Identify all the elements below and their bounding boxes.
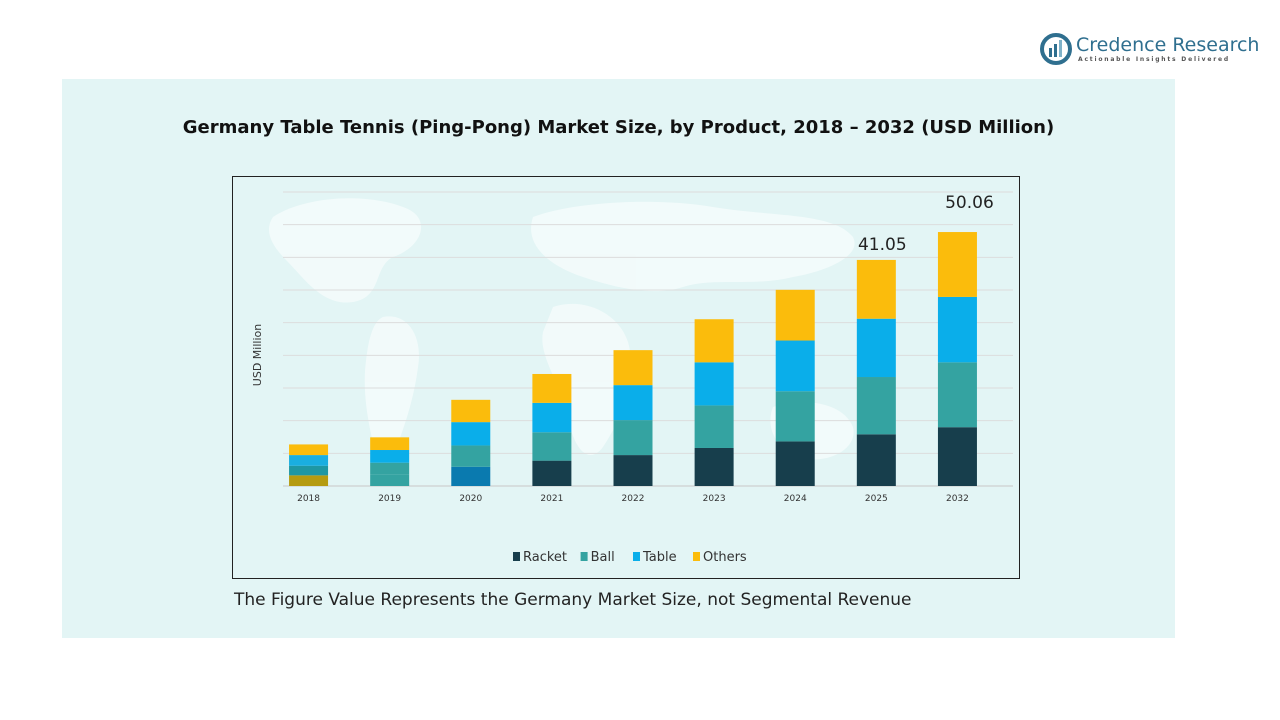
x-tick-label: 2025: [865, 494, 888, 504]
legend-swatch-table: [633, 552, 640, 561]
bar-others-2022: [613, 350, 653, 386]
bar-racket-2020: [451, 466, 491, 486]
bar-ball-2020: [451, 445, 491, 467]
data-label-2032: 50.06: [945, 193, 994, 213]
legend-swatch-others: [693, 552, 700, 561]
bar-others-2025: [856, 259, 896, 319]
bar-others-2018: [289, 444, 329, 456]
bar-others-2024: [775, 289, 815, 341]
x-tick-label: 2021: [540, 494, 563, 504]
bar-table-2024: [775, 340, 815, 392]
bar-ball-2022: [613, 420, 653, 456]
bar-table-2022: [613, 385, 653, 421]
x-tick-label: 2018: [297, 494, 320, 504]
bar-table-2025: [856, 318, 896, 378]
brand-tagline: Actionable Insights Delivered: [1078, 56, 1230, 63]
chart-frame: 2018 2019 2020 2021 2022 2023 2024 2025 2032 41.…: [232, 176, 1020, 579]
bar-table-2018: [289, 455, 329, 466]
bar-ball-2025: [856, 377, 896, 435]
legend-swatch-ball: [580, 552, 588, 561]
bar-table-2032: [937, 296, 977, 363]
bar-table-2023: [694, 362, 734, 406]
bar-table-2019: [370, 450, 410, 463]
legend: Racket Ball Table Others: [513, 550, 747, 565]
x-tick-label: 2020: [459, 494, 482, 504]
bar-ball-2024: [775, 391, 815, 442]
bar-ball-2023: [694, 405, 734, 448]
bar-racket-2019: [370, 474, 410, 486]
bar-racket-2022: [613, 455, 653, 486]
legend-swatch-racket: [513, 552, 520, 561]
legend-label-ball: Ball: [591, 550, 615, 565]
bar-racket-2023: [694, 447, 734, 486]
bar-others-2021: [532, 373, 572, 403]
stacked-bar-chart: 2018 2019 2020 2021 2022 2023 2024 2025 2032 41.…: [251, 191, 1013, 565]
bar-racket-2025: [856, 434, 896, 486]
bar-racket-2021: [532, 460, 572, 486]
bar-table-2021: [532, 402, 572, 433]
bar-racket-2018: [289, 475, 329, 486]
bar-ball-2032: [937, 362, 977, 428]
chart-title: Germany Table Tennis (Ping-Pong) Market …: [182, 117, 1055, 138]
x-tick-label: 2022: [622, 494, 645, 504]
data-labels: 41.05 50.06: [858, 193, 994, 255]
legend-label-table: Table: [642, 550, 677, 565]
brand-name: Credence Research: [1076, 34, 1260, 56]
bar-others-2020: [451, 399, 491, 423]
x-tick-label: 2023: [703, 494, 726, 504]
bar-racket-2024: [775, 441, 815, 486]
bar-ball-2019: [370, 462, 410, 475]
bar-others-2032: [937, 232, 977, 297]
bar-ball-2018: [289, 465, 329, 476]
bar-ball-2021: [532, 432, 572, 461]
bar-others-2023: [694, 319, 734, 363]
y-axis-label: USD Million: [251, 324, 264, 386]
bar-racket-2032: [937, 427, 977, 486]
bars-group: [289, 232, 977, 486]
x-tick-label: 2024: [784, 494, 807, 504]
credence-logo-icon: [1040, 33, 1072, 65]
x-tick-label: 2032: [946, 494, 969, 504]
legend-label-others: Others: [703, 550, 747, 565]
x-tick-labels: 2018 2019 2020 2021 2022 2023 2024 2025 2032: [297, 494, 969, 504]
brand-logo-block: Credence Research Actionable Insights De…: [1040, 32, 1260, 68]
data-label-2025: 41.05: [858, 235, 907, 255]
x-tick-label: 2019: [378, 494, 401, 504]
legend-label-racket: Racket: [523, 550, 567, 565]
bar-others-2019: [370, 437, 410, 451]
chart-footnote: The Figure Value Represents the Germany …: [234, 590, 912, 610]
bar-table-2020: [451, 422, 491, 446]
